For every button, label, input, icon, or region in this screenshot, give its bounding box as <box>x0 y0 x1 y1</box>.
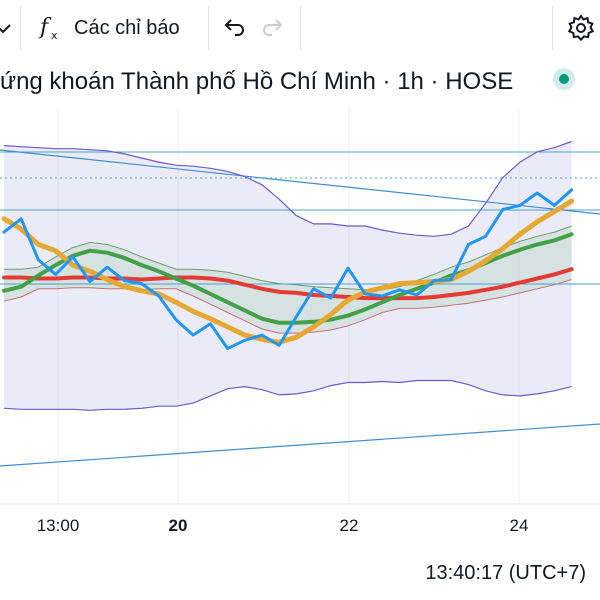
band-fill <box>4 141 572 411</box>
redo-icon <box>263 19 283 36</box>
chart-header: ứng khoán Thành phố Hồ Chí Minh · 1h · H… <box>0 62 600 102</box>
cloud-fill <box>4 226 572 334</box>
chevron-down-icon <box>0 24 11 34</box>
fx-icon: f x <box>38 15 58 42</box>
toolbar-divider <box>552 6 553 50</box>
toolbar-divider <box>208 6 209 50</box>
time-axis: 13:00 20 22 24 <box>0 510 600 550</box>
market-status-dot <box>553 68 575 90</box>
symbol-menu-button[interactable] <box>0 6 18 50</box>
support-trend-line <box>0 423 600 467</box>
svg-text:f: f <box>38 15 52 40</box>
svg-text:x: x <box>51 29 58 42</box>
undo-button[interactable] <box>221 6 247 50</box>
time-tick-label: 22 <box>339 516 359 535</box>
toolbar-divider <box>300 6 301 50</box>
price-line <box>2 188 574 350</box>
toolbar: f x Các chỉ báo <box>0 0 600 56</box>
indicator-lines <box>1 140 575 411</box>
symbol-title[interactable]: ứng khoán Thành phố Hồ Chí Minh · 1h · H… <box>0 68 514 95</box>
horizontal-levels <box>0 151 600 285</box>
chart-grid <box>0 108 600 505</box>
indicators-label: Các chỉ báo <box>74 16 180 39</box>
bollinger-band-fill <box>4 141 572 411</box>
toolbar-divider <box>20 6 21 50</box>
chart-canvas[interactable] <box>0 108 600 508</box>
redo-button[interactable] <box>260 6 286 50</box>
lower-band-line <box>3 379 572 411</box>
resistance-trend-line <box>0 149 600 215</box>
indicators-button[interactable]: f x Các chỉ báo <box>38 6 180 50</box>
price-chart[interactable] <box>0 108 600 508</box>
time-tick-label: 24 <box>509 516 529 535</box>
settings-button[interactable] <box>566 6 596 50</box>
time-tick-label: 13:00 <box>36 516 80 535</box>
trend-lines <box>0 149 600 467</box>
undo-icon <box>224 19 244 36</box>
utc-clock[interactable]: 13:40:17 (UTC+7) <box>425 562 586 584</box>
upper-band-line <box>3 140 572 237</box>
gear-icon <box>567 14 595 42</box>
time-tick-label: 20 <box>168 516 188 535</box>
